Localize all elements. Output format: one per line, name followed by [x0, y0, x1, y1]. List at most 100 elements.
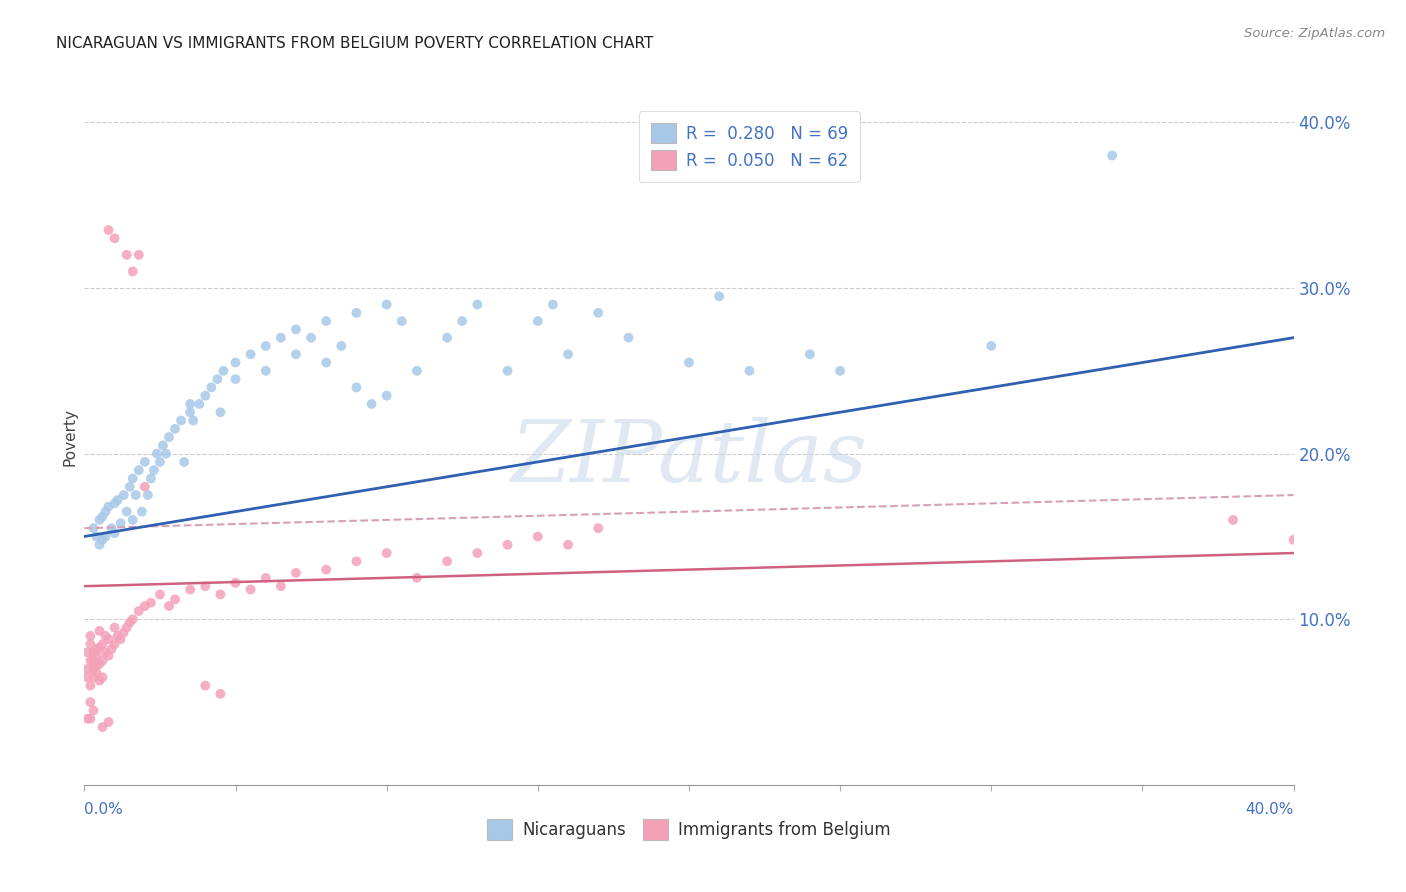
Point — [254, 571, 277, 585]
Point — [100, 642, 122, 657]
Point — [330, 339, 353, 353]
Point — [94, 505, 117, 519]
Point — [89, 538, 111, 552]
Point — [1343, 521, 1365, 535]
Point — [121, 612, 143, 626]
Point — [104, 496, 127, 510]
Point — [406, 364, 429, 378]
Text: 40.0%: 40.0% — [1246, 803, 1294, 817]
Point — [541, 297, 564, 311]
Point — [104, 637, 127, 651]
Point — [980, 339, 1002, 353]
Point — [115, 621, 138, 635]
Point — [406, 571, 429, 585]
Point — [346, 306, 368, 320]
Point — [76, 670, 98, 684]
Point — [91, 720, 114, 734]
Point — [79, 712, 101, 726]
Point — [179, 405, 201, 419]
Point — [115, 248, 138, 262]
Point — [91, 670, 114, 684]
Point — [107, 629, 129, 643]
Point — [225, 355, 247, 369]
Point — [436, 331, 458, 345]
Point — [86, 665, 108, 680]
Point — [315, 355, 337, 369]
Point — [107, 493, 129, 508]
Point — [709, 289, 731, 303]
Point — [97, 714, 120, 729]
Point — [97, 632, 120, 647]
Point — [375, 389, 398, 403]
Point — [82, 703, 104, 717]
Point — [89, 673, 111, 688]
Point — [121, 264, 143, 278]
Point — [139, 596, 162, 610]
Point — [82, 662, 104, 676]
Point — [209, 587, 232, 601]
Point — [79, 695, 101, 709]
Point — [346, 554, 368, 568]
Point — [104, 231, 127, 245]
Point — [79, 679, 101, 693]
Point — [134, 455, 156, 469]
Point — [299, 331, 322, 345]
Point — [375, 546, 398, 560]
Point — [112, 488, 135, 502]
Point — [118, 615, 141, 630]
Point — [194, 679, 217, 693]
Point — [315, 563, 337, 577]
Point — [1101, 148, 1123, 162]
Point — [79, 629, 101, 643]
Point — [149, 455, 172, 469]
Point — [131, 505, 153, 519]
Point — [86, 658, 108, 673]
Point — [110, 516, 132, 531]
Point — [97, 648, 120, 663]
Point — [128, 463, 150, 477]
Point — [194, 579, 217, 593]
Point — [125, 488, 148, 502]
Point — [79, 637, 101, 651]
Point — [94, 645, 117, 659]
Point — [315, 314, 337, 328]
Point — [82, 654, 104, 668]
Point — [799, 347, 821, 361]
Point — [86, 648, 108, 663]
Point — [557, 538, 579, 552]
Point — [179, 397, 201, 411]
Point — [97, 223, 120, 237]
Point — [391, 314, 413, 328]
Point — [200, 380, 222, 394]
Point — [467, 297, 489, 311]
Point — [134, 599, 156, 613]
Point — [1222, 513, 1244, 527]
Point — [209, 405, 232, 419]
Point — [209, 687, 232, 701]
Point — [82, 521, 104, 535]
Point — [89, 640, 111, 655]
Point — [451, 314, 474, 328]
Point — [76, 712, 98, 726]
Point — [94, 629, 117, 643]
Point — [89, 657, 111, 671]
Point — [527, 314, 550, 328]
Point — [94, 529, 117, 543]
Point — [527, 529, 550, 543]
Point — [254, 364, 277, 378]
Point — [285, 322, 308, 336]
Point — [239, 582, 262, 597]
Text: NICARAGUAN VS IMMIGRANTS FROM BELGIUM POVERTY CORRELATION CHART: NICARAGUAN VS IMMIGRANTS FROM BELGIUM PO… — [56, 36, 654, 51]
Text: 0.0%: 0.0% — [84, 803, 124, 817]
Point — [91, 509, 114, 524]
Point — [86, 529, 108, 543]
Text: ZIPatlas: ZIPatlas — [510, 417, 868, 500]
Point — [360, 397, 382, 411]
Point — [91, 654, 114, 668]
Point — [128, 604, 150, 618]
Point — [97, 500, 120, 514]
Point — [225, 372, 247, 386]
Point — [239, 347, 262, 361]
Point — [139, 471, 162, 485]
Point — [254, 339, 277, 353]
